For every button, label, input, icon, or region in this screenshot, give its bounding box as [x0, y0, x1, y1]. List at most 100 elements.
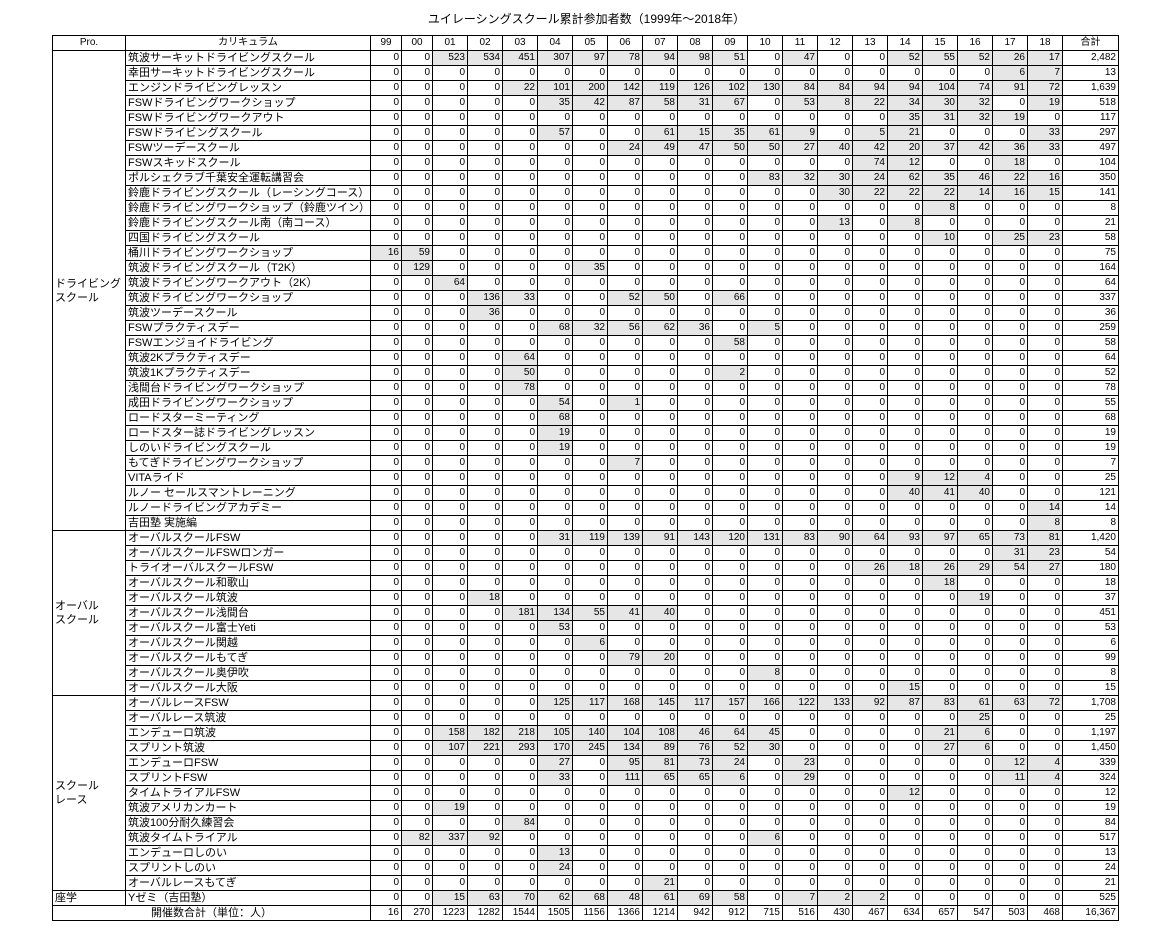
value-cell-99: 16	[370, 245, 402, 261]
value-cell-99: 0	[370, 260, 402, 276]
value-cell-09: 67	[712, 95, 748, 111]
value-cell-15: 0	[922, 455, 958, 471]
value-cell-02: 0	[467, 650, 503, 666]
table-row: オーバルスクール関越 0 0 0 0 0 0 6 0 0 0 0 0 0 0 0 0 0 0 0 0 6	[53, 635, 1119, 651]
value-cell-11: 0	[782, 365, 818, 381]
value-cell-15: 104	[922, 80, 958, 96]
value-cell-11: 47	[782, 50, 818, 66]
value-cell-09: 0	[712, 185, 748, 201]
value-cell-10: 0	[747, 845, 783, 861]
value-cell-17: 0	[992, 575, 1028, 591]
value-cell-16: 0	[957, 260, 993, 276]
row-total: 54	[1062, 545, 1119, 561]
summary-cell-99: 16	[370, 905, 402, 921]
header-year-14: 14	[887, 35, 923, 51]
value-cell-06: 0	[607, 680, 643, 696]
value-cell-07: 91	[642, 530, 678, 546]
value-cell-05: 0	[572, 485, 608, 501]
value-cell-12: 0	[817, 500, 853, 516]
value-cell-02: 0	[467, 170, 503, 186]
value-cell-14: 0	[887, 635, 923, 651]
value-cell-17: 0	[992, 680, 1028, 696]
value-cell-16: 0	[957, 155, 993, 171]
value-cell-03: 0	[502, 200, 538, 216]
value-cell-08: 0	[677, 275, 713, 291]
value-cell-06: 0	[607, 800, 643, 816]
value-cell-01: 0	[432, 650, 468, 666]
value-cell-17: 0	[992, 95, 1028, 111]
value-cell-08: 47	[677, 140, 713, 156]
value-cell-10: 0	[747, 575, 783, 591]
value-cell-08: 0	[677, 440, 713, 456]
group-label: ドライビング スクール	[52, 50, 126, 531]
value-cell-18: 0	[1027, 815, 1063, 831]
value-cell-15: 0	[922, 650, 958, 666]
value-cell-00: 0	[401, 65, 433, 81]
value-cell-15: 0	[922, 665, 958, 681]
value-cell-99: 0	[370, 665, 402, 681]
row-total: 8	[1062, 665, 1119, 681]
table-row: 鈴鹿ドライビングワークショップ（鈴鹿ツイン） 0 0 0 0 0 0 0 0 0 0 0 0 0 0 0 0 8 0…	[53, 200, 1119, 216]
value-cell-14: 0	[887, 305, 923, 321]
curriculum-name: 成田ドライビングワークショップ	[125, 395, 371, 411]
value-cell-14: 35	[887, 110, 923, 126]
header-year-03: 03	[502, 35, 538, 51]
summary-cell-09: 912	[712, 905, 748, 921]
value-cell-08: 0	[677, 845, 713, 861]
value-cell-08: 0	[677, 455, 713, 471]
value-cell-12: 13	[817, 215, 853, 231]
value-cell-12: 0	[817, 545, 853, 561]
value-cell-08: 0	[677, 230, 713, 246]
value-cell-00: 0	[401, 275, 433, 291]
value-cell-10: 0	[747, 230, 783, 246]
value-cell-05: 0	[572, 410, 608, 426]
value-cell-00: 0	[401, 50, 433, 66]
table-row: エンデューロしのい 0 0 0 0 0 13 0 0 0 0 0 0 0 0 0 0 0 0 0 0 13	[53, 845, 1119, 861]
value-cell-18: 0	[1027, 620, 1063, 636]
value-cell-07: 0	[642, 800, 678, 816]
value-cell-99: 0	[370, 185, 402, 201]
value-cell-03: 70	[502, 890, 538, 906]
value-cell-15: 0	[922, 590, 958, 606]
value-cell-99: 0	[370, 65, 402, 81]
value-cell-05: 0	[572, 245, 608, 261]
value-cell-16: 0	[957, 620, 993, 636]
value-cell-16: 0	[957, 245, 993, 261]
value-cell-13: 0	[852, 50, 888, 66]
value-cell-02: 0	[467, 140, 503, 156]
value-cell-17: 0	[992, 410, 1028, 426]
value-cell-02: 0	[467, 770, 503, 786]
value-cell-15: 0	[922, 410, 958, 426]
value-cell-11: 0	[782, 515, 818, 531]
value-cell-00: 0	[401, 860, 433, 876]
value-cell-11: 0	[782, 260, 818, 276]
value-cell-02: 0	[467, 245, 503, 261]
value-cell-04: 31	[537, 530, 573, 546]
curriculum-name: オーバルスクールもてぎ	[125, 650, 371, 666]
value-cell-07: 65	[642, 770, 678, 786]
value-cell-13: 92	[852, 695, 888, 711]
value-cell-03: 0	[502, 185, 538, 201]
table-row: オーバルスクールFSWロンガー 0 0 0 0 0 0 0 0 0 0 0 0 0 0 0 0 0 0 31 23 54	[53, 545, 1119, 561]
value-cell-01: 0	[432, 170, 468, 186]
value-cell-14: 0	[887, 275, 923, 291]
value-cell-17: 0	[992, 305, 1028, 321]
value-cell-01: 0	[432, 305, 468, 321]
value-cell-18: 0	[1027, 590, 1063, 606]
value-cell-09: 0	[712, 830, 748, 846]
value-cell-17: 0	[992, 665, 1028, 681]
value-cell-05: 0	[572, 515, 608, 531]
value-cell-03: 0	[502, 560, 538, 576]
value-cell-18: 0	[1027, 470, 1063, 486]
value-cell-00: 0	[401, 695, 433, 711]
value-cell-14: 0	[887, 320, 923, 336]
value-cell-02: 0	[467, 635, 503, 651]
summary-cell-05: 1156	[572, 905, 608, 921]
value-cell-01: 0	[432, 335, 468, 351]
table-row: 吉田塾 実施編 0 0 0 0 0 0 0 0 0 0 0 0 0 0 0 0 0 0 0 8 8	[53, 515, 1119, 531]
value-cell-08: 0	[677, 185, 713, 201]
value-cell-07: 145	[642, 695, 678, 711]
value-cell-02: 0	[467, 350, 503, 366]
value-cell-14: 40	[887, 485, 923, 501]
value-cell-06: 0	[607, 545, 643, 561]
